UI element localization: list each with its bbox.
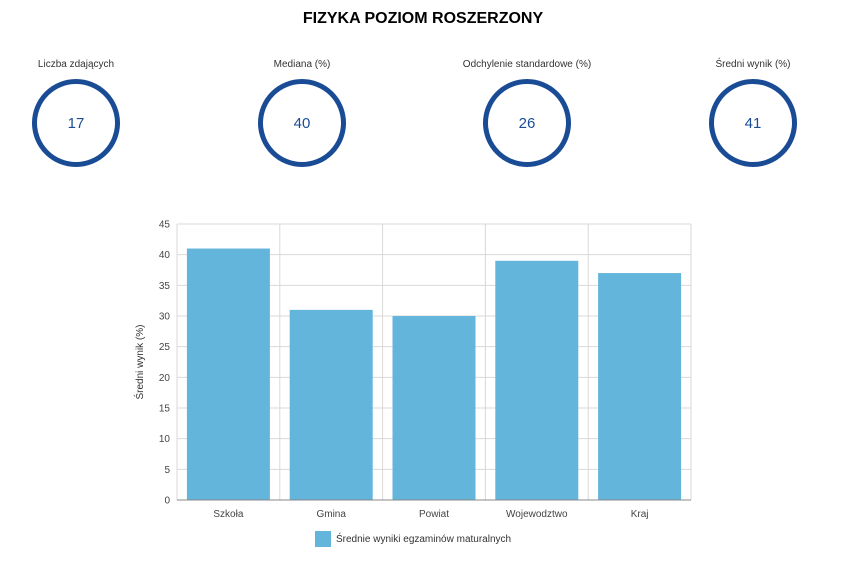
y-tick-label: 45 xyxy=(159,220,171,231)
x-tick-label: Kraj xyxy=(631,509,649,520)
x-tick-label: Szkoła xyxy=(213,509,243,520)
bar-szkoła xyxy=(186,248,270,500)
y-tick-label: 25 xyxy=(159,342,171,353)
legend-swatch xyxy=(315,531,331,547)
page-title: FIZYKA POZIOM ROSZERZONY xyxy=(302,10,544,27)
legend-label: Średnie wyniki egzaminów maturalnych xyxy=(336,533,512,545)
bar-wojewodztwo xyxy=(495,260,579,500)
y-tick-label: 20 xyxy=(159,373,171,384)
stat-mean-label: Średni wynik (%) xyxy=(715,59,791,70)
y-tick-label: 30 xyxy=(159,312,171,323)
stat-stddev-ring: 26 xyxy=(483,79,571,167)
stat-median-value: 40 xyxy=(293,114,311,132)
bar-powiat xyxy=(392,316,476,500)
y-tick-label: 15 xyxy=(159,404,171,415)
stat-count-label: Liczba zdających xyxy=(37,59,115,70)
x-tick-label: Wojewodztwo xyxy=(506,509,568,520)
y-tick-label: 40 xyxy=(159,250,171,261)
y-tick-label: 5 xyxy=(164,465,170,476)
stat-mean-value: 41 xyxy=(744,114,762,132)
bar-gmina xyxy=(289,309,373,500)
stat-median-label: Mediana (%) xyxy=(273,59,331,70)
y-tick-label: 10 xyxy=(159,434,171,445)
stat-count-ring: 17 xyxy=(32,79,120,167)
bar-kraj xyxy=(598,273,682,500)
stat-count: Liczba zdających 17 xyxy=(0,58,166,167)
y-axis-title: Średni wynik (%) xyxy=(133,324,146,399)
stat-median-ring: 40 xyxy=(258,79,346,167)
x-tick-label: Gmina xyxy=(316,509,346,520)
stat-stddev-value: 26 xyxy=(518,114,536,132)
stat-stddev-label: Odchylenie standardowe (%) xyxy=(462,59,592,70)
chart-legend: Średnie wyniki egzaminów maturalnych xyxy=(315,531,511,547)
stat-mean: Średni wynik (%) 41 xyxy=(663,58,843,167)
y-tick-label: 0 xyxy=(164,496,170,507)
stat-count-value: 17 xyxy=(67,114,85,132)
stat-median: Mediana (%) 40 xyxy=(212,58,392,167)
stat-stddev: Odchylenie standardowe (%) 26 xyxy=(437,58,617,167)
stat-mean-ring: 41 xyxy=(709,79,797,167)
y-tick-label: 35 xyxy=(159,281,171,292)
x-tick-label: Powiat xyxy=(419,509,449,520)
